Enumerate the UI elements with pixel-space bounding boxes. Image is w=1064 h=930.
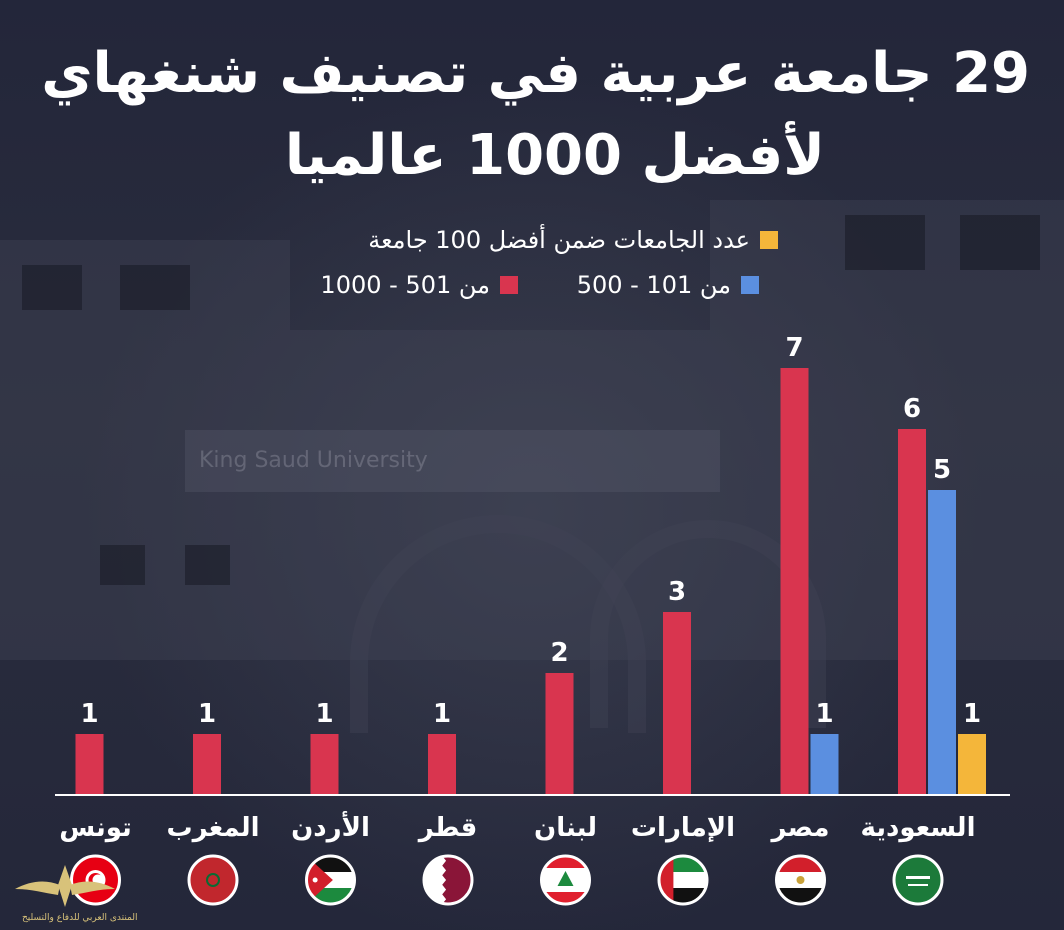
bar-value-label: 2 xyxy=(550,638,568,668)
bar-value-label: 1 xyxy=(315,699,333,729)
category-label: السعودية xyxy=(861,813,976,843)
bar-value-label: 1 xyxy=(433,699,451,729)
bar-value-label: 1 xyxy=(815,699,833,729)
bar-value-label: 3 xyxy=(668,577,686,607)
bar xyxy=(428,734,456,795)
bar-value-label: 6 xyxy=(903,394,921,424)
category-label: الإمارات xyxy=(631,813,735,843)
category-label: الأردن xyxy=(291,811,370,843)
background-window xyxy=(845,215,925,270)
uae-flag-icon xyxy=(657,854,709,906)
background-window xyxy=(22,265,82,310)
legend-swatch-blue xyxy=(741,276,759,294)
legend-label: من 501 - 1000 xyxy=(320,271,490,299)
jordan-flag-icon xyxy=(305,854,356,906)
bar-value-label: 1 xyxy=(80,699,98,729)
bar-value-label: 7 xyxy=(785,333,803,363)
legend-label: من 101 - 500 xyxy=(576,271,731,299)
category-label: مصر xyxy=(770,813,830,843)
background-window xyxy=(100,545,145,585)
lebanon-flag-icon xyxy=(540,854,591,906)
bar xyxy=(663,612,691,795)
flags-group xyxy=(70,854,944,906)
legend-item-101-500: من 101 - 500 xyxy=(577,271,759,299)
category-label: المغرب xyxy=(166,813,259,843)
bar xyxy=(958,734,986,795)
qatar-flag-icon xyxy=(422,854,474,906)
bar xyxy=(310,734,339,795)
bar xyxy=(545,673,574,795)
category-label: لبنان xyxy=(534,813,597,843)
background-university-sign: King Saud University xyxy=(185,430,720,492)
bar-value-label: 5 xyxy=(933,455,951,485)
bar xyxy=(780,368,809,795)
background-building-left xyxy=(0,240,290,660)
forum-logo-icon xyxy=(15,865,115,907)
legend-item-top100: عدد الجامعات ضمن أفضل 100 جامعة xyxy=(368,226,778,254)
category-label: تونس xyxy=(59,813,132,843)
title-line-2: لأفضل 1000 عالميا xyxy=(284,123,825,188)
bar xyxy=(810,734,839,795)
legend-swatch-yellow xyxy=(760,231,778,249)
legend-swatch-red xyxy=(500,276,518,294)
category-label: قطر xyxy=(417,813,478,843)
bar-value-label: 1 xyxy=(963,699,981,729)
legend-item-501-1000: من 501 - 1000 xyxy=(320,271,518,299)
tunisia-flag-icon xyxy=(70,854,121,906)
title-line-1: 29 جامعة عربية في تصنيف شنغهاي xyxy=(41,41,1030,106)
background-window xyxy=(960,215,1040,270)
saudi-flag-icon xyxy=(892,854,944,906)
category-labels: السعودية مصر الإمارات لبنان قطر الأردن المغرب ت… xyxy=(59,811,975,843)
bar xyxy=(898,429,926,795)
bar xyxy=(75,734,104,795)
watermark-text: المنتدى العربي للدفاع والتسليح xyxy=(22,913,138,923)
background-window xyxy=(120,265,190,310)
bar xyxy=(928,490,956,795)
bar xyxy=(193,734,221,795)
background-window xyxy=(185,545,230,585)
morocco-flag-icon xyxy=(187,854,239,906)
bar-value-label: 1 xyxy=(198,699,216,729)
legend-label: عدد الجامعات ضمن أفضل 100 جامعة xyxy=(368,226,750,254)
egypt-flag-icon xyxy=(775,854,826,906)
